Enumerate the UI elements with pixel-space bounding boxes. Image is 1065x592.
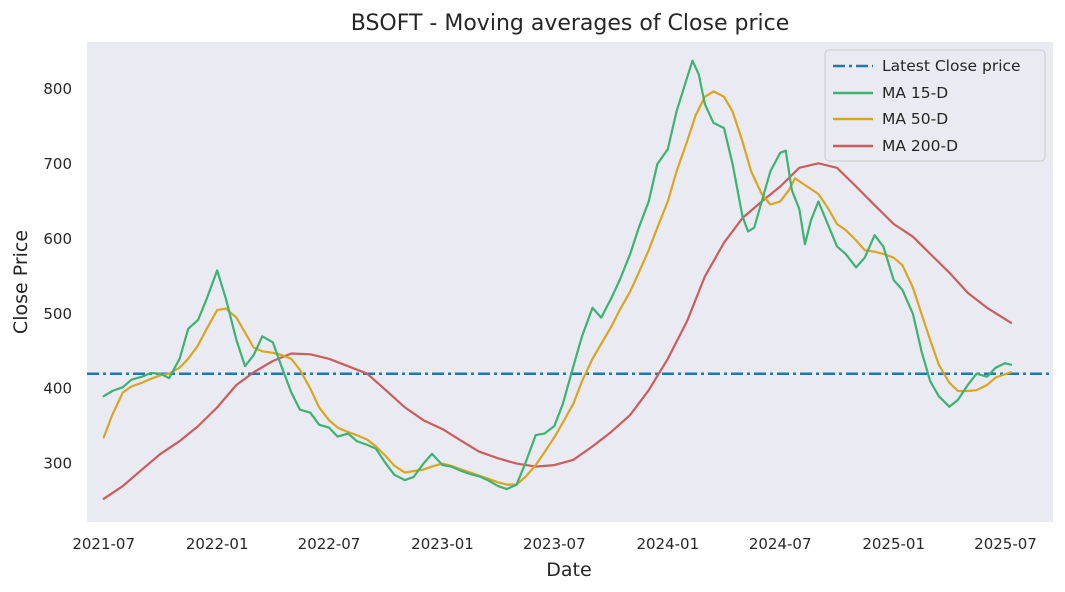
y-tick-label: 600 bbox=[43, 230, 72, 248]
y-tick-label: 500 bbox=[43, 305, 72, 323]
x-axis-title: Date bbox=[546, 559, 591, 581]
x-tick-labels: 2021-07 2022-01 2022-07 2023-01 2023-07 2024-… bbox=[72, 535, 1036, 553]
y-tick-label: 700 bbox=[43, 155, 72, 173]
x-tick-label: 2021-07 bbox=[72, 535, 135, 553]
x-tick-label: 2025-01 bbox=[862, 535, 925, 553]
x-tick-label: 2022-07 bbox=[298, 535, 361, 553]
chart-title: BSOFT - Moving averages of Close price bbox=[351, 11, 790, 36]
ma-50-line bbox=[102, 90, 1013, 486]
y-axis-title: Close Price bbox=[10, 230, 32, 334]
legend-label-ma-15: MA 15-D bbox=[882, 84, 948, 102]
ma-200-line bbox=[102, 162, 1013, 500]
legend-label-ma-50: MA 50-D bbox=[882, 110, 948, 128]
x-tick-label: 2023-07 bbox=[523, 535, 586, 553]
ma-15-line bbox=[102, 59, 1013, 491]
y-tick-label: 400 bbox=[43, 380, 72, 398]
y-tick-labels: 300 400 500 600 700 800 bbox=[43, 80, 72, 472]
x-tick-label: 2022-01 bbox=[186, 535, 249, 553]
y-tick-label: 300 bbox=[43, 455, 72, 473]
x-tick-label: 2025-07 bbox=[974, 535, 1037, 553]
legend: Latest Close price MA 15-D MA 50-D MA 20… bbox=[824, 49, 1046, 162]
x-tick-label: 2024-07 bbox=[749, 535, 812, 553]
legend-label-ma-200: MA 200-D bbox=[882, 137, 958, 155]
x-tick-label: 2024-01 bbox=[636, 535, 699, 553]
legend-label-latest-close: Latest Close price bbox=[882, 57, 1021, 75]
series-layer bbox=[102, 59, 1013, 500]
x-tick-label: 2023-01 bbox=[411, 535, 474, 553]
y-tick-label: 800 bbox=[43, 80, 72, 98]
legend-box bbox=[824, 49, 1046, 162]
